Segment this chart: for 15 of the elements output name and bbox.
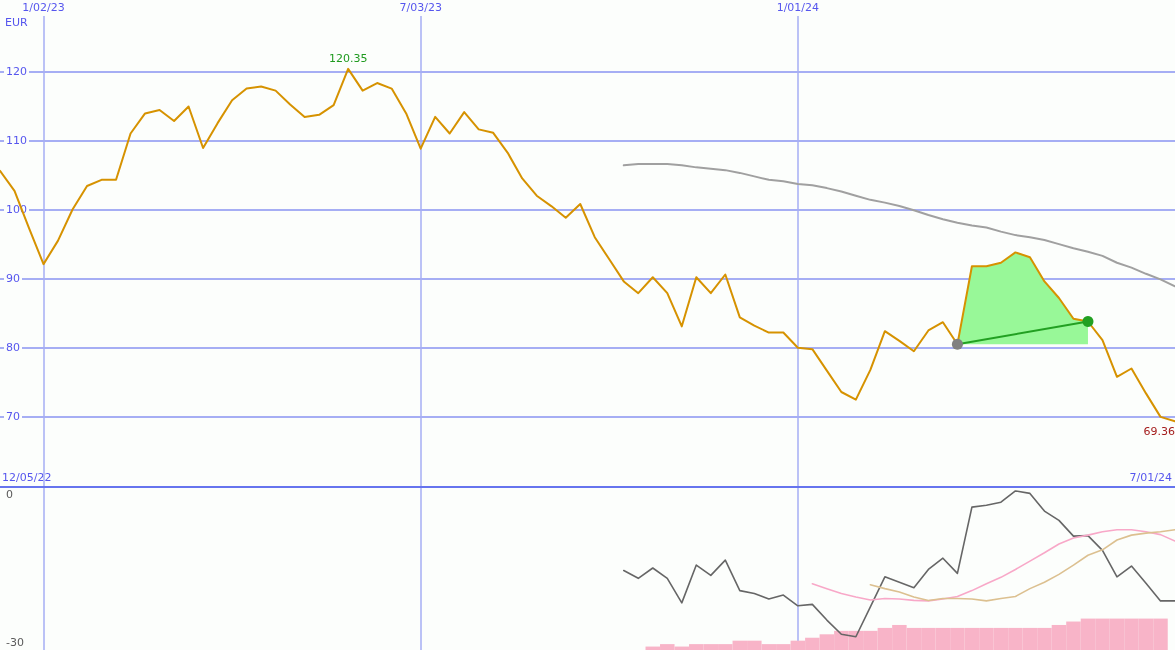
x-tick-label: 1/01/24 [776, 1, 820, 14]
annotation: 7/01/24 [1129, 471, 1172, 484]
y-tick-label: 120 [6, 64, 27, 78]
y-tick-label: 90 [6, 272, 20, 286]
y-tick-label: 0 [6, 488, 13, 502]
annotation: 12/05/22 [2, 471, 52, 484]
data-label: 69.36 [1143, 425, 1175, 439]
y-tick-label: 110 [6, 133, 27, 147]
y-tick-label: 80 [6, 341, 20, 355]
data-label: 120.35 [328, 51, 368, 65]
x-tick-label: 7/03/23 [399, 1, 442, 14]
y-tick-label: 70 [6, 410, 20, 424]
y-axis-title: EUR [5, 16, 28, 29]
y-tick-label: -30 [6, 635, 24, 649]
x-tick-label: 1/02/23 [22, 1, 65, 14]
